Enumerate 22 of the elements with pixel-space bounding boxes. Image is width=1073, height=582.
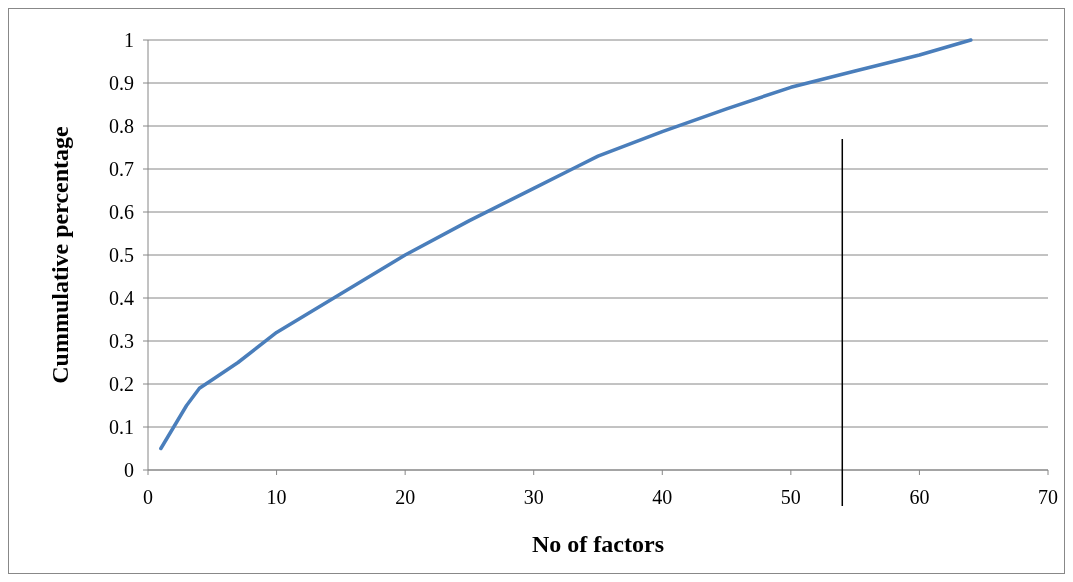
x-tick-label: 70 [1038, 486, 1058, 508]
x-tick-label: 40 [652, 486, 673, 508]
x-tick-label: 30 [523, 486, 544, 508]
y-tick-label: 0.9 [109, 72, 134, 94]
y-tick-label: 0.7 [109, 158, 134, 180]
y-tick-label: 0.3 [109, 330, 134, 352]
line-series [159, 38, 973, 451]
y-tick-label: 0.5 [109, 244, 134, 266]
y-tick-label: 0.1 [109, 416, 134, 438]
y-tick-label: 0.2 [109, 373, 134, 395]
y-tick-label: 1 [124, 29, 134, 51]
x-tick-label: 50 [780, 486, 801, 508]
x-tick-label: 20 [395, 486, 416, 508]
y-tick-label: 0.6 [109, 201, 134, 223]
x-tick-label: 60 [909, 486, 930, 508]
y-tick-label: 0.4 [109, 287, 134, 309]
x-axis-title: No of factors [532, 531, 664, 557]
x-tick-label: 10 [266, 486, 287, 508]
y-tick-label: 0 [124, 459, 134, 481]
x-tick-label: 0 [143, 486, 153, 508]
y-axis-title: Cummulative percentage [47, 125, 73, 384]
y-tick-label: 0.8 [109, 115, 134, 137]
